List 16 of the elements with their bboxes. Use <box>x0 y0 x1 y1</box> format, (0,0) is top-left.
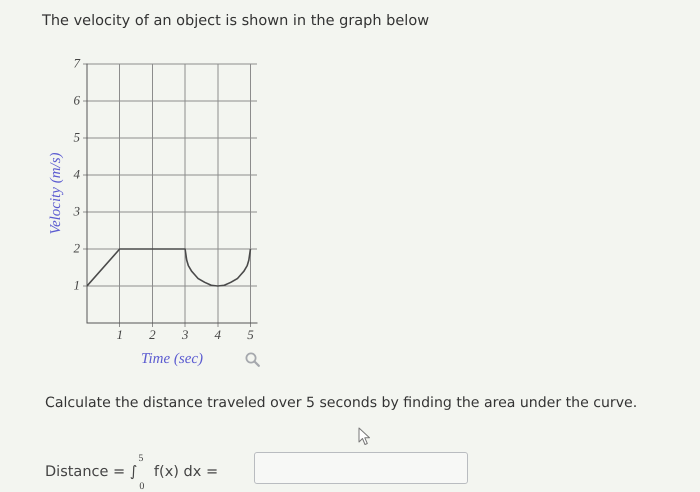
y-tick-label: 2 <box>74 240 80 256</box>
x-tick-label: 5 <box>247 327 254 342</box>
x-tick-label: 3 <box>180 327 189 342</box>
y-tick-label: 1 <box>74 277 80 292</box>
y-axis-title: Velocity (m/s) <box>48 152 64 235</box>
y-tick-label: 3 <box>72 203 80 218</box>
y-tick-label: 7 <box>74 55 80 70</box>
y-tick-label: 4 <box>74 166 80 182</box>
x-tick-label: 4 <box>214 327 222 342</box>
x-tick-label: 2 <box>149 327 156 342</box>
y-tick-label: 5 <box>74 129 80 144</box>
text: Calculate the distance traveled over 5 seconds by finding the area under the curve. <box>45 395 638 411</box>
y-tick-label: 6 <box>74 92 80 108</box>
chart-title: The velocity of an object is shown in the graph below <box>42 13 430 29</box>
x-axis-title: Time (sec) <box>140 350 204 367</box>
x-tick-label: 1 <box>116 327 123 342</box>
